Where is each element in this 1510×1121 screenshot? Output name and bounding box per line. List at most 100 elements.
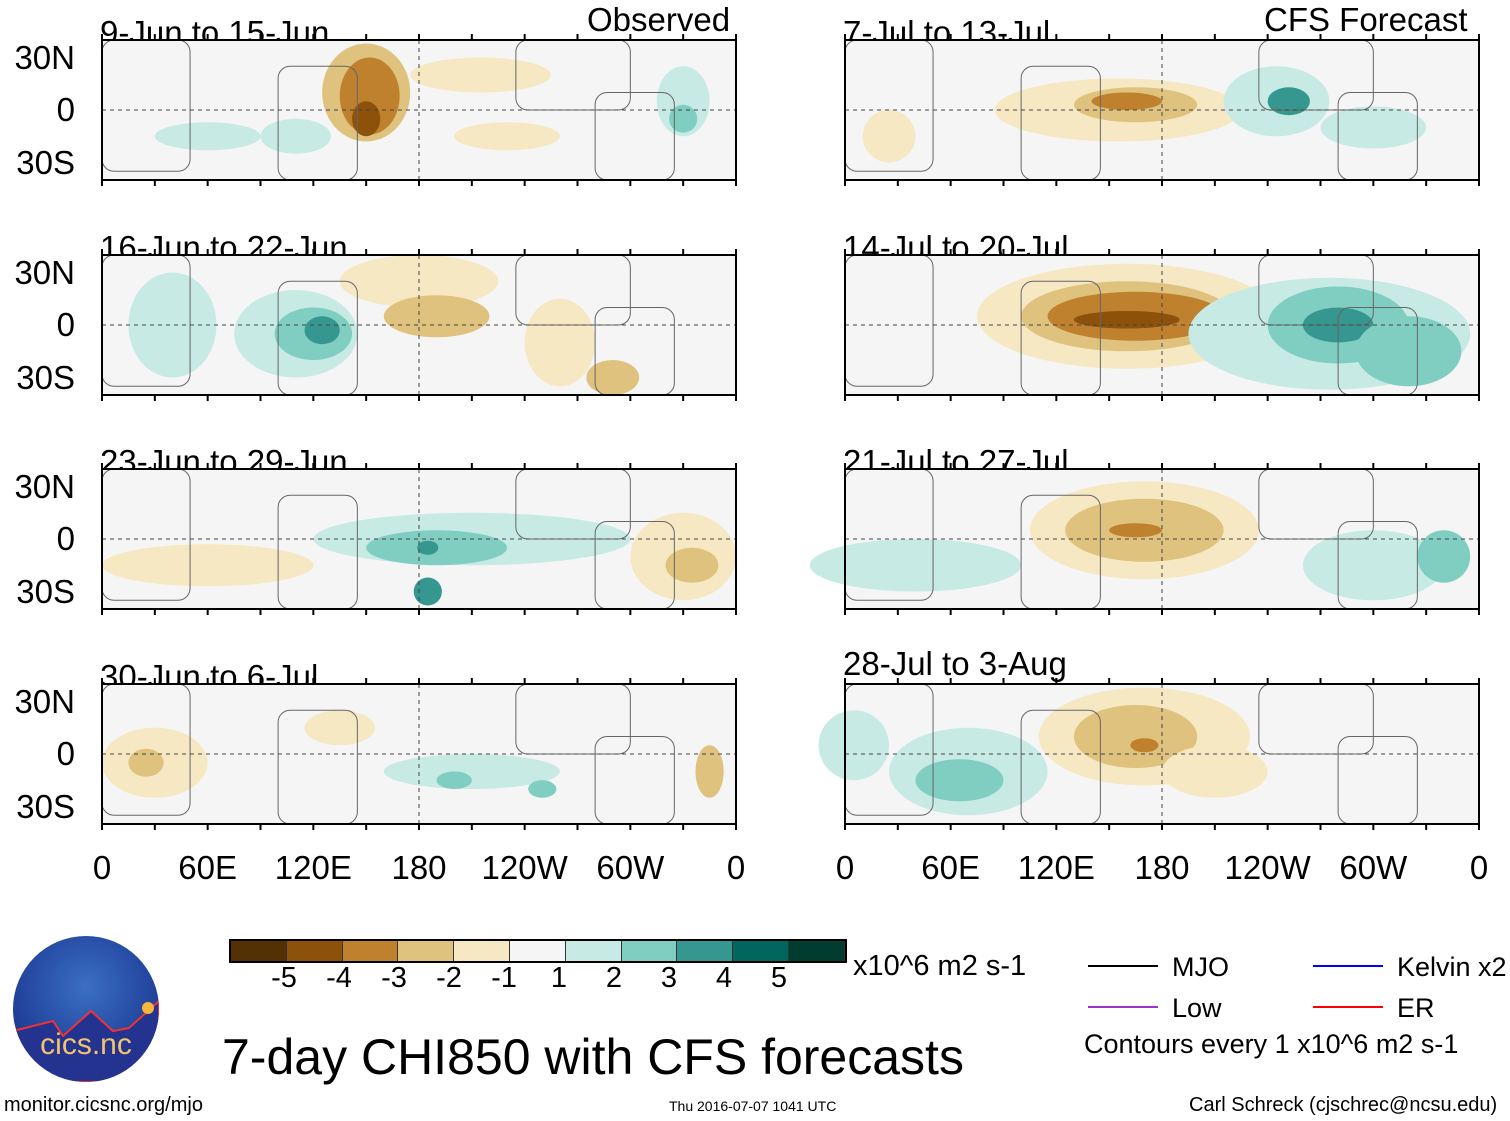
anomaly-contour [454,122,560,151]
anomaly-contour [862,110,916,163]
lon-label: 0 [92,849,112,886]
colorbar-swatch [231,941,287,961]
forecast-header: CFS Forecast [1264,1,1468,38]
lat-label: 0 [56,520,75,557]
lat-label: 30S [16,143,75,181]
lon-label: 60E [921,849,981,886]
observed-header: Observed [587,1,731,38]
legend-line [1313,965,1383,967]
lon-label: 180 [1134,849,1190,886]
anomaly-contour [128,748,164,777]
lat-label: 30N [14,467,75,505]
lat-label: 30S [16,787,75,825]
colorbar-swatch [733,941,789,961]
legend-line [1088,965,1158,967]
legend-line [1088,1006,1158,1008]
lon-label: 120W [481,849,568,886]
lat-label: 30S [16,358,75,396]
map-panel [809,463,1480,615]
anomaly-contour [669,104,698,133]
colorbar-label: -5 [271,962,297,994]
anomaly-contour [260,118,331,154]
anomaly-contour [1073,311,1180,329]
legend-label: Kelvin x2 [1397,952,1507,982]
anomaly-contour [1355,316,1462,387]
anomaly-contour [915,759,1004,802]
anomaly-contour [436,771,472,789]
legend-label: Low [1172,993,1222,1023]
anomaly-contour [1130,738,1159,753]
map-panel [818,678,1480,830]
colorbar-label: -1 [491,962,517,994]
anomaly-contour [1162,745,1268,798]
anomaly-contour [1267,87,1310,116]
anomaly-contour [383,295,490,338]
lat-label: 0 [56,91,75,128]
anomaly-contour [413,577,442,606]
lat-label: 0 [56,735,75,772]
colorbar [229,939,847,963]
map-panel [101,34,737,186]
map-panel [101,463,737,615]
anomaly-contour [304,316,340,345]
lon-label: 180 [391,849,447,886]
footer-author: Carl Schreck (cjschrec@ncsu.edu) [1189,1094,1498,1116]
colorbar-label: 3 [660,962,678,994]
anomaly-contour [1091,92,1162,110]
anomaly-contour [1417,530,1471,583]
lat-label: 30S [16,572,75,610]
anomaly-contour [410,57,552,93]
lat-label: 30N [14,682,75,720]
anomaly-contour [1073,705,1198,768]
lon-label: 0 [835,849,855,886]
panel-title: 28-Jul to 3-Aug [843,645,1067,682]
colorbar-swatch [788,941,845,961]
colorbar-swatch [509,941,566,961]
footer-timestamp: Thu 2016-07-07 1041 UTC [669,1098,837,1114]
anomaly-contour [154,122,261,151]
legend-label: MJO [1172,952,1229,982]
colorbar-label: 4 [715,962,733,994]
colorbar-swatch [621,941,678,961]
colorbar-label: 5 [770,962,788,994]
colorbar-units: x10^6 m2 s-1 [853,950,1027,982]
anomaly-contour [352,101,381,137]
map-panel [101,249,737,401]
anomaly-contour [102,544,314,587]
contour-note: Contours every 1 x10^6 m2 s-1 [1084,1029,1459,1059]
colorbar-swatch [398,941,455,961]
colorbar-swatch [342,941,399,961]
logo-text: cics.nc [40,1028,132,1061]
colorbar-label: 1 [550,962,568,994]
colorbar-swatch [565,941,622,961]
anomaly-contour [524,298,596,387]
anomaly-contour [586,360,640,395]
colorbar-label: -4 [326,962,352,994]
footer-url[interactable]: monitor.cicsnc.org/mjo [4,1094,203,1116]
map-panel [844,249,1480,401]
anomaly-contour [383,754,560,789]
cics-logo: cics.nc [13,936,159,1082]
lon-label: 0 [726,849,746,886]
lon-label: 60E [178,849,238,886]
lon-label: 120E [1017,849,1095,886]
legend-label: ER [1397,993,1435,1023]
anomaly-contour [818,710,890,781]
anomaly-contour [1109,523,1162,538]
lat-label: 0 [56,306,75,343]
colorbar-label: -2 [436,962,462,994]
anomaly-contour [665,547,719,583]
colorbar-swatch [677,941,734,961]
lat-label: 30N [14,38,75,76]
lon-label: 60W [596,849,665,886]
lon-label: 60W [1339,849,1408,886]
colorbar-swatch [286,941,343,961]
figure-title: 7-day CHI850 with CFS forecasts [222,1029,964,1085]
lon-label: 0 [1469,849,1489,886]
colorbar-label: -3 [381,962,407,994]
anomaly-contour [417,540,439,555]
colorbar-swatch [454,941,510,961]
anomaly-contour [304,710,375,746]
anomaly-contour [695,745,724,798]
map-panel [101,678,737,830]
